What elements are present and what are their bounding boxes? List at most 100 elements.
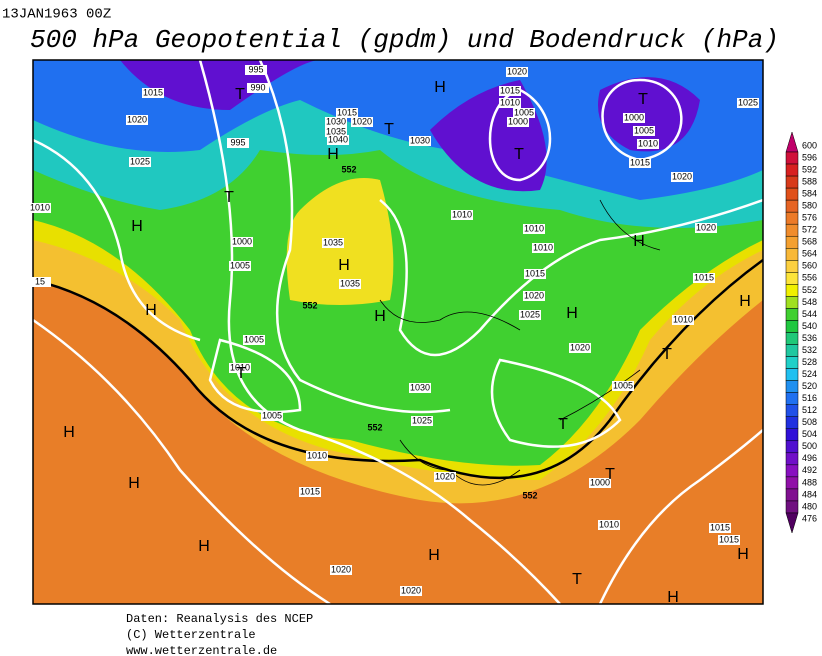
legend-label: 592 (802, 164, 817, 174)
isobar-label: 1020 (672, 171, 692, 181)
isobar-label: 1035 (326, 126, 346, 136)
label-box (29, 277, 51, 287)
legend-label: 492 (802, 465, 817, 475)
isobar-label: 1005 (634, 125, 654, 135)
label-box (409, 136, 431, 146)
legend-swatch (785, 284, 799, 297)
legend-label: 508 (802, 417, 817, 427)
label-box (247, 83, 269, 93)
legend-swatch (785, 199, 799, 213)
pressure-center: H (128, 475, 140, 492)
label-box (671, 172, 693, 182)
label-box (325, 127, 347, 137)
legend-swatch (785, 187, 799, 201)
label-box (451, 210, 473, 220)
label-box (245, 65, 267, 75)
legend-swatch (785, 404, 799, 417)
label-box (227, 138, 249, 148)
isobar-label: 1025 (412, 415, 432, 425)
label-box (612, 381, 634, 391)
isobar-label: 1020 (570, 342, 590, 352)
label-box (718, 535, 740, 545)
isobar-label: 1005 (244, 334, 264, 344)
isobar-label: 1035 (340, 278, 360, 288)
isobar-label: 1020 (352, 116, 372, 126)
label-box (336, 108, 358, 118)
isobar-label: 1005 (613, 380, 633, 390)
legend-label: 544 (802, 309, 817, 319)
footer-line: (C) Wetterzentrale (126, 628, 256, 642)
pressure-center: H (338, 257, 350, 274)
label-box (709, 523, 731, 533)
legend-swatch (785, 488, 799, 502)
map-field (33, 60, 763, 604)
isobar-label: 995 (248, 64, 263, 74)
label-box (142, 88, 164, 98)
legend-swatch (785, 452, 799, 466)
isobar-label: 1000 (590, 477, 610, 487)
isobar-label: 1010 (524, 223, 544, 233)
contour-label: 552 (522, 490, 537, 500)
pressure-center: T (224, 189, 234, 206)
legend-swatch (785, 320, 799, 333)
map-frame (32, 59, 764, 605)
legend-label: 568 (802, 237, 817, 247)
isobar-label: 1025 (520, 309, 540, 319)
contour-label: 552 (302, 300, 317, 310)
pressure-center: H (145, 302, 157, 319)
legend-label: 512 (802, 405, 817, 415)
label-box (229, 261, 251, 271)
pressure-center: H (633, 233, 645, 250)
label-box (327, 135, 349, 145)
pressure-center: H (327, 146, 339, 163)
label-box (499, 98, 521, 108)
legend-label: 560 (802, 261, 817, 271)
legend-swatch (785, 235, 799, 249)
legend-label: 556 (802, 273, 817, 283)
legend-swatch (785, 440, 799, 454)
label-box (306, 451, 328, 461)
legend-label: 596 (802, 152, 817, 162)
label-box (411, 416, 433, 426)
isobar-label: 1020 (401, 585, 421, 595)
isobar-label: 1000 (508, 116, 528, 126)
legend-label: 500 (802, 441, 817, 451)
label-box (322, 238, 344, 248)
label-box (623, 113, 645, 123)
isobar-label: 1020 (507, 66, 527, 76)
label-box (523, 291, 545, 301)
legend-swatch (785, 296, 799, 309)
pressure-center: H (434, 79, 446, 96)
label-box (737, 98, 759, 108)
legend-label: 484 (802, 489, 817, 499)
label-box (229, 363, 251, 373)
label-box (633, 126, 655, 136)
isobar-label: 1015 (143, 87, 163, 97)
isobar-label: 1000 (232, 236, 252, 246)
legend-label: 524 (802, 369, 817, 379)
legend-swatch (785, 500, 799, 514)
isobar-label: 1035 (323, 237, 343, 247)
legend-label: 584 (802, 189, 817, 199)
label-box (629, 158, 651, 168)
isobar-label: 1015 (710, 522, 730, 532)
legend-label: 532 (802, 345, 817, 355)
isobar-label: 1015 (525, 268, 545, 278)
isobar-label: 995 (230, 137, 245, 147)
label-box (637, 139, 659, 149)
isobar-label: 1025 (130, 156, 150, 166)
legend-swatch (785, 368, 799, 381)
pressure-center: T (572, 571, 582, 588)
legend-swatch (785, 356, 799, 369)
isobar-label: 1000 (624, 112, 644, 122)
label-box (231, 237, 253, 247)
isobar-label: 1005 (262, 410, 282, 420)
label-box (434, 472, 456, 482)
isobar-label: 1020 (127, 114, 147, 124)
pressure-center: H (131, 218, 143, 235)
legend-swatch (785, 392, 799, 405)
legend-label: 540 (802, 321, 817, 331)
legend-label: 496 (802, 453, 817, 463)
